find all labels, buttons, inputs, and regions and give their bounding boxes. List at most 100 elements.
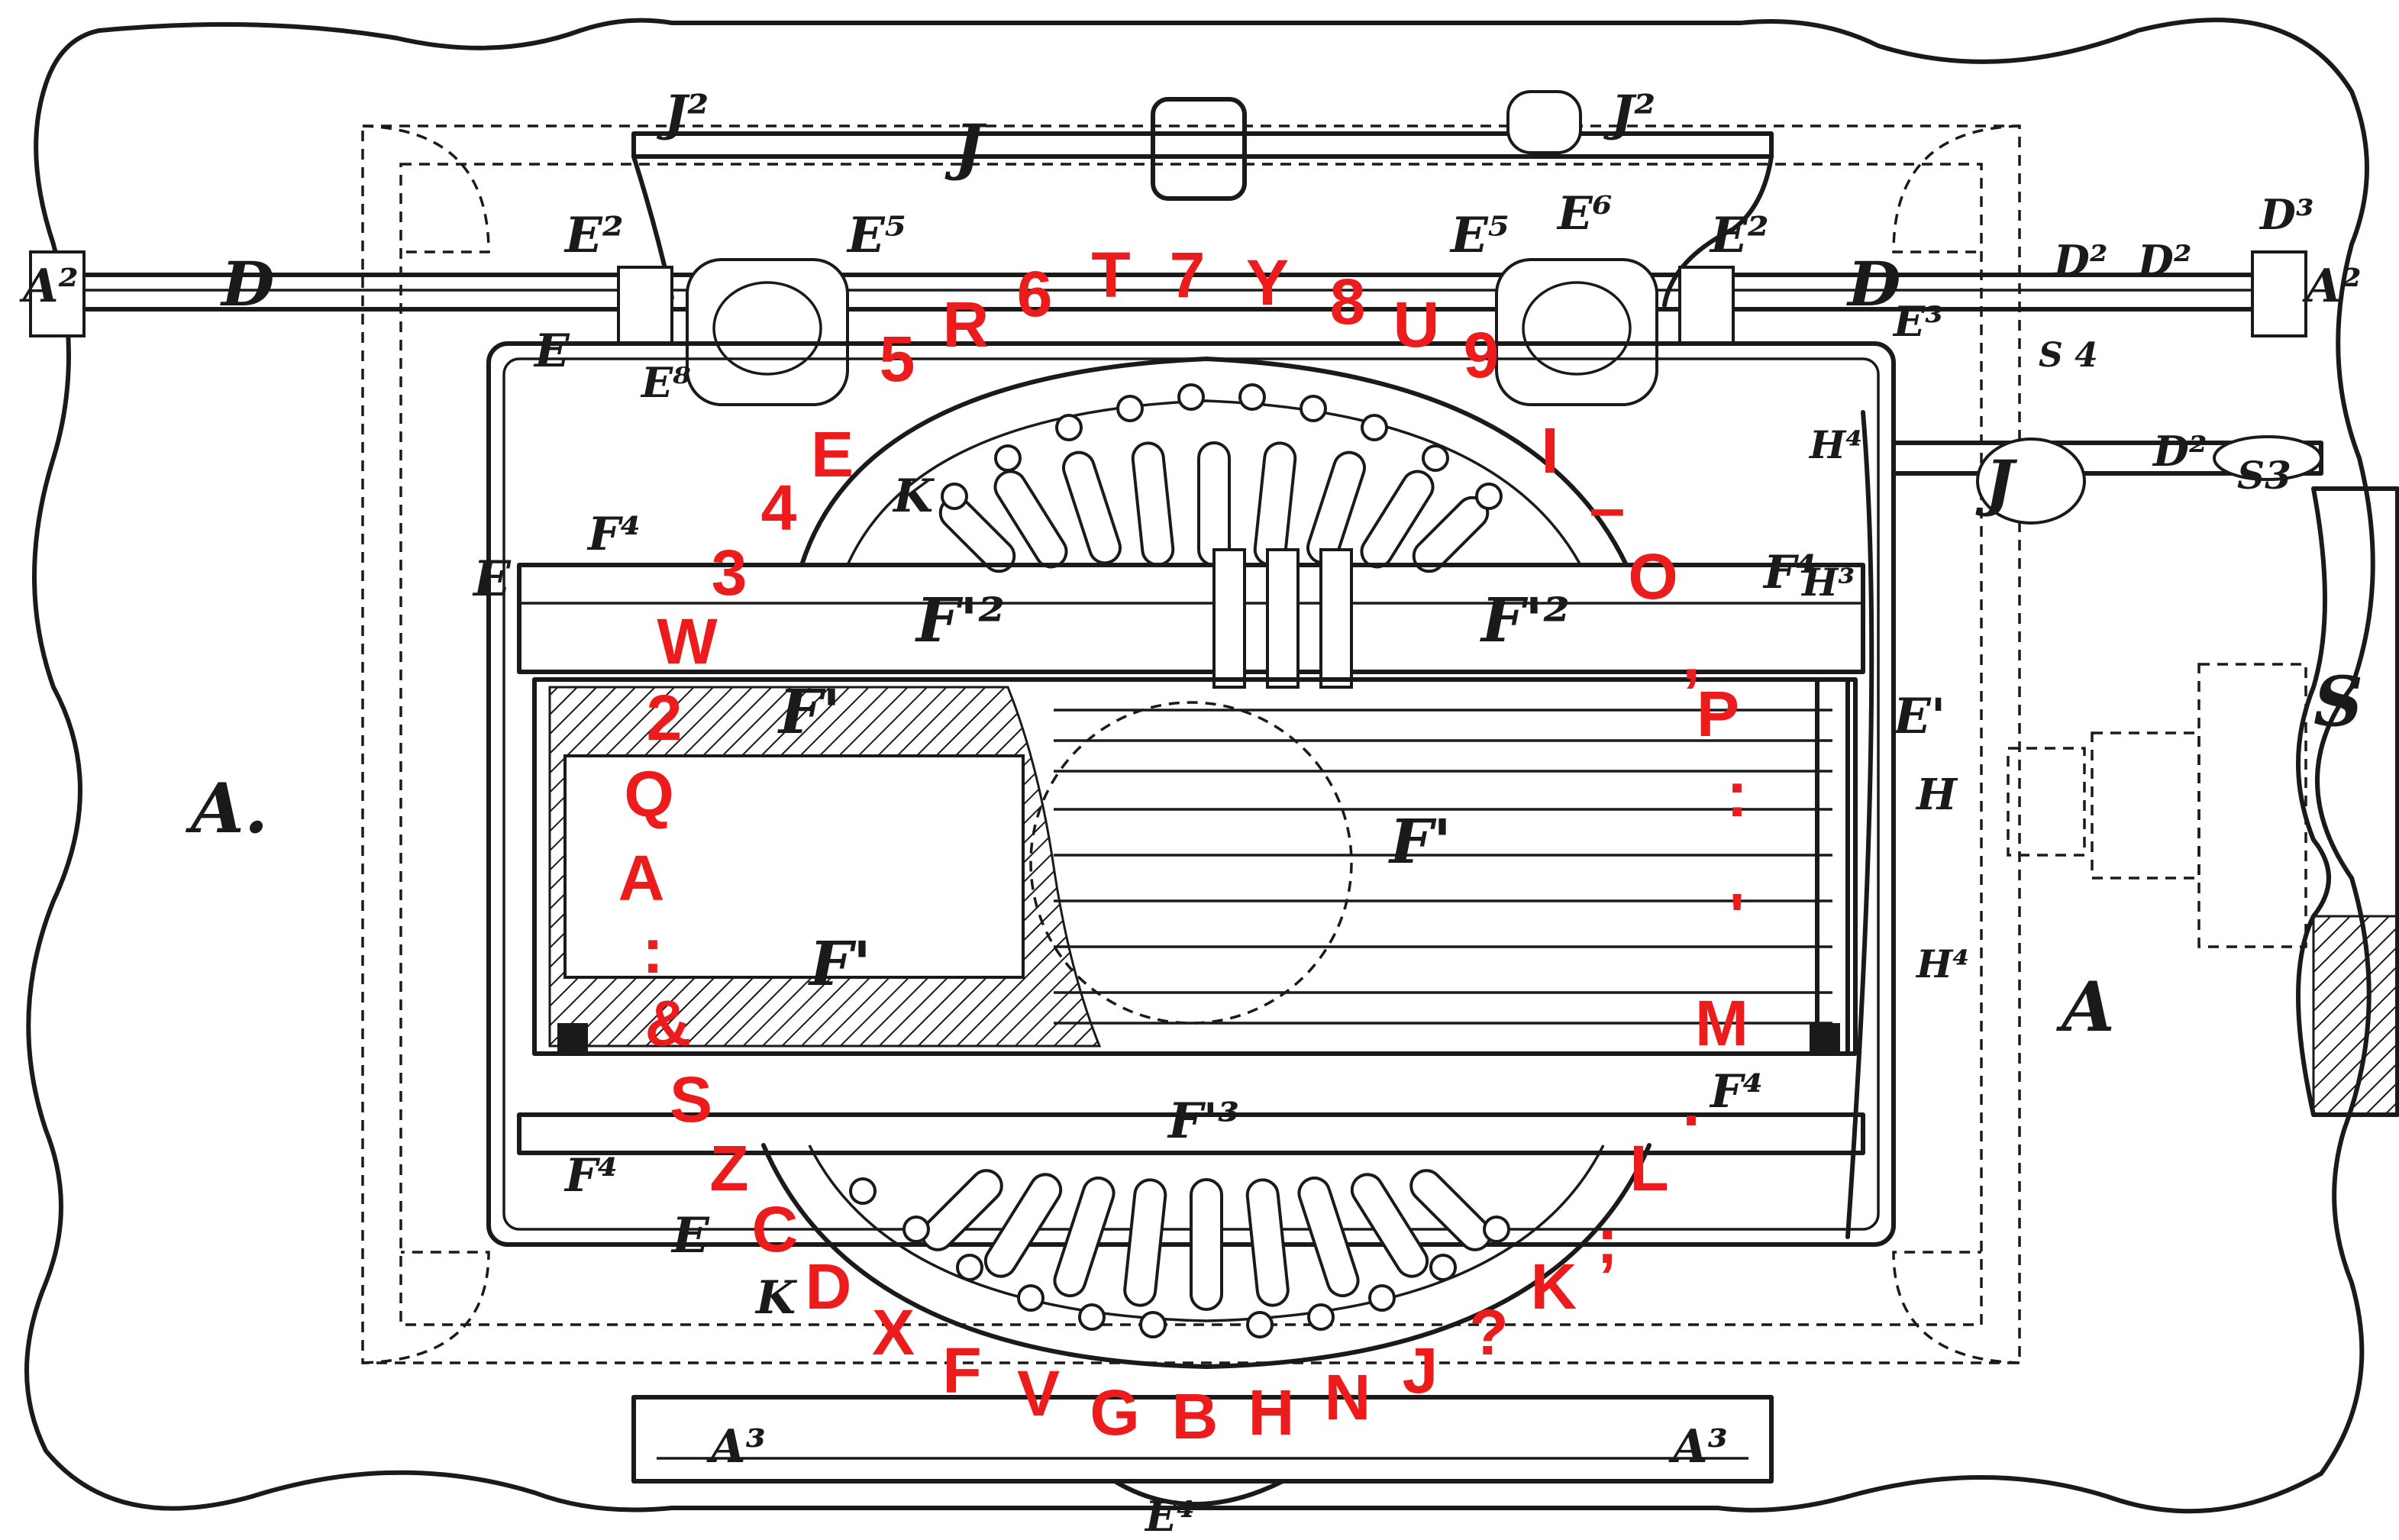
key-label-colon-left: : <box>642 915 664 986</box>
platen-cylinder <box>532 677 1850 1056</box>
lower-crossbar <box>517 1112 1865 1155</box>
label-F2-b: F'² <box>1480 584 1570 656</box>
platen-end-dark-right <box>1810 1023 1840 1054</box>
label-J: J <box>944 111 987 182</box>
key-label-Z: Z <box>709 1132 748 1204</box>
scale-pointer <box>1112 1479 1285 1506</box>
label-S3: S3 <box>2237 453 2291 498</box>
key-label-S: S <box>670 1064 712 1135</box>
dashed-corner-br <box>1892 1251 2020 1364</box>
key-label-comma: , <box>1682 621 1700 693</box>
dashed-frame-outer <box>361 124 2021 1364</box>
paper-guide-bar <box>631 131 1774 159</box>
lower-typebars <box>921 1169 1492 1311</box>
label-A-right: A <box>2055 967 2115 1048</box>
key-lever-bulb <box>1976 437 2086 525</box>
key-label-K: K <box>1531 1251 1577 1322</box>
key-label-P: P <box>1697 678 1739 750</box>
upper-typebars <box>938 441 1490 573</box>
label-E2-left: E² <box>563 207 624 264</box>
patent-reference-labels: A. A A² A² A³ A³ D D D² D² D² D³ J J² J²… <box>19 85 2363 1540</box>
ratchet-wheel <box>2296 486 2399 1117</box>
spool-bracket-left <box>617 266 673 345</box>
key-label-A: A <box>618 842 665 914</box>
side-lever-right <box>1845 410 1874 1239</box>
dashed-corner-bl <box>362 1251 490 1364</box>
key-label-V: V <box>1017 1358 1060 1429</box>
ratchet-teeth <box>2312 915 2399 1116</box>
key-labels: R 6 T 7 Y 8 U 9 I – O 5 E 4 3 W 2 Q A : … <box>618 239 1748 1452</box>
platen-end-dark-left <box>557 1023 588 1054</box>
dashed-frame-inner <box>399 163 1983 1326</box>
label-F3: F'³ <box>1167 1093 1239 1150</box>
guide-latch <box>1151 97 1247 201</box>
key-label-Y: Y <box>1246 247 1289 318</box>
key-label-B: B <box>1172 1380 1219 1452</box>
key-label-Q: Q <box>624 758 673 830</box>
key-label-L: L <box>1629 1132 1668 1204</box>
label-F2-a: F'² <box>915 584 1005 656</box>
spool-left <box>686 258 849 406</box>
rail-end-left <box>29 250 86 337</box>
key-label-9: 9 <box>1464 319 1500 391</box>
label-K-b: K <box>754 1271 798 1325</box>
label-F1-b: F' <box>1388 806 1451 877</box>
label-E4: E⁴ <box>1144 1492 1195 1540</box>
key-label-U: U <box>1393 289 1440 360</box>
label-F1-c: F' <box>808 928 871 999</box>
platen-knob-right <box>1815 677 1858 1056</box>
key-label-C: C <box>752 1193 799 1265</box>
key-label-5: 5 <box>880 323 915 395</box>
label-S: S <box>2313 661 2363 742</box>
upper-sector-holes <box>941 383 1503 510</box>
label-F1-a: F' <box>777 676 841 747</box>
label-S4: S 4 <box>2039 336 2098 375</box>
base-plate-outline <box>24 18 2375 1514</box>
label-E-b: E <box>472 550 512 608</box>
key-label-dash: – <box>1590 472 1626 544</box>
label-A3-left: A³ <box>706 1420 766 1474</box>
label-H3: H³ <box>1800 560 1855 605</box>
label-H4-a: H⁴ <box>1808 422 1862 467</box>
label-D-right: D <box>1846 248 1900 320</box>
label-K-a: K <box>892 470 935 523</box>
label-E-c: E <box>670 1207 710 1264</box>
label-D3: D³ <box>2259 190 2313 239</box>
key-label-7: 7 <box>1170 239 1206 311</box>
label-F4-c: F⁴ <box>563 1149 618 1203</box>
label-E5-right: E⁵ <box>1449 207 1509 264</box>
key-label-G: G <box>1090 1377 1139 1448</box>
label-E6: E⁶ <box>1556 187 1613 241</box>
label-E1: E' <box>1892 688 1945 745</box>
label-A2-left: A² <box>19 260 79 313</box>
key-label-X: X <box>872 1296 915 1368</box>
platen-lines <box>1054 709 1832 1025</box>
key-label-4: 4 <box>761 472 797 544</box>
label-A2-right: A² <box>2302 260 2362 313</box>
label-E2-right: E² <box>1709 207 1769 264</box>
lower-sector-holes <box>849 1177 1510 1338</box>
label-E3: E³ <box>1892 297 1943 346</box>
label-F4-d: F⁴ <box>1709 1065 1763 1119</box>
label-F4-a: F⁴ <box>586 508 641 561</box>
label-J2-left: J² <box>656 85 709 142</box>
guide-knob <box>1506 90 1582 154</box>
key-label-6: 6 <box>1017 258 1053 330</box>
label-A3-right: A³ <box>1668 1420 1728 1474</box>
key-label-ampersand: & <box>645 987 692 1059</box>
key-label-D: D <box>806 1251 852 1322</box>
key-label-R: R <box>943 289 990 360</box>
upper-crossbar <box>517 563 1865 674</box>
dashed-box-a <box>2007 747 2086 857</box>
key-label-colon-right: : <box>1726 758 1748 830</box>
key-label-period: . <box>1682 1067 1700 1139</box>
spool-bracket-right <box>1678 266 1735 345</box>
dashed-corner-tr <box>1892 124 2020 253</box>
key-label-O: O <box>1628 541 1677 612</box>
label-H4-b: H⁴ <box>1915 941 1969 986</box>
key-label-I: I <box>1541 415 1558 486</box>
label-E8: E⁸ <box>640 358 691 407</box>
key-label-apostrophe: ' <box>1729 880 1745 952</box>
label-D2-b: D² <box>2136 236 2191 285</box>
